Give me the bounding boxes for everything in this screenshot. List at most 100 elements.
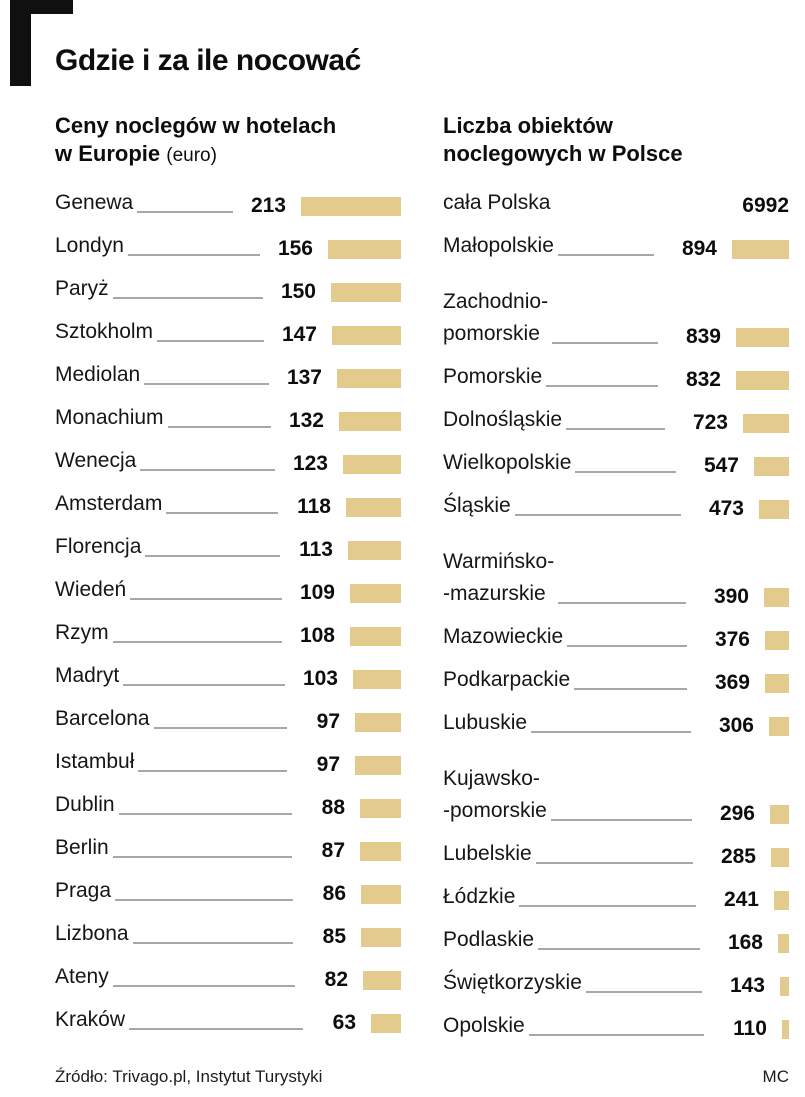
leader-line xyxy=(118,813,292,815)
row-label: Amsterdam xyxy=(55,491,163,515)
leader-line xyxy=(557,254,654,256)
row-value: 109 xyxy=(299,581,335,604)
value-bar xyxy=(337,369,401,388)
value-bar xyxy=(343,455,401,474)
chart-row: Zachodnio- pomorskie 839 xyxy=(443,268,789,356)
leader-line xyxy=(153,727,287,729)
row-value: 547 xyxy=(703,454,739,477)
leader-line xyxy=(585,991,702,993)
chart-europe-title: Ceny noclegów w hotelach w Europie (euro… xyxy=(55,112,401,168)
leader-line xyxy=(112,856,292,858)
row-value: 113 xyxy=(299,538,333,561)
row-value: 110 xyxy=(733,1017,767,1040)
leader-line xyxy=(546,385,658,387)
value-bar xyxy=(770,805,789,824)
row-label: Dublin xyxy=(55,792,115,816)
value-bar xyxy=(736,328,789,347)
chart-row: Opolskie 110 xyxy=(443,1005,789,1048)
value-bar xyxy=(780,977,789,996)
leader-line xyxy=(535,862,693,864)
chart-row: Madryt 103 xyxy=(55,655,401,698)
row-value: 832 xyxy=(685,368,721,391)
value-bar xyxy=(301,197,401,216)
chart-poland-title-text: Liczba obiektów noclegowych w Polsce xyxy=(443,113,683,166)
chart-row: Kraków 63 xyxy=(55,999,401,1042)
value-bar xyxy=(361,885,401,904)
leader-line xyxy=(167,426,271,428)
row-value: 376 xyxy=(714,628,750,651)
leader-line xyxy=(123,684,285,686)
row-value: 123 xyxy=(292,452,328,475)
chart-europe-rows: Genewa 213 Londyn 156 Paryż 150 Sztokholm 147 Me… xyxy=(55,182,401,1042)
chart-poland-accommodations: Liczba obiektów noclegowych w Polsce cał… xyxy=(443,112,789,1048)
row-label: Ateny xyxy=(55,964,109,988)
chart-row: Barcelona 97 xyxy=(55,698,401,741)
leader-line xyxy=(519,905,696,907)
row-label: Paryż xyxy=(55,276,109,300)
leader-line xyxy=(137,211,233,213)
row-label: Rzym xyxy=(55,620,109,644)
value-bar xyxy=(754,457,789,476)
value-bar xyxy=(350,627,401,646)
row-value: 894 xyxy=(681,237,717,260)
row-value: 390 xyxy=(713,585,749,608)
row-value: 369 xyxy=(714,671,750,694)
chart-row: Paryż 150 xyxy=(55,268,401,311)
chart-row: Podlaskie 168 xyxy=(443,919,789,962)
row-value: 150 xyxy=(280,280,316,303)
value-bar xyxy=(350,584,401,603)
value-bar xyxy=(348,541,401,560)
row-value: 87 xyxy=(321,839,345,862)
value-bar xyxy=(769,717,789,736)
row-label: Lizbona xyxy=(55,921,129,945)
row-value: 473 xyxy=(708,497,744,520)
source-note: Źródło: Trivago.pl, Instytut Turystyki xyxy=(55,1067,323,1086)
value-bar xyxy=(332,326,401,345)
row-value: 156 xyxy=(277,237,313,260)
chart-row: Warmińsko- -mazurskie 390 xyxy=(443,528,789,616)
row-label: Opolskie xyxy=(443,1013,525,1037)
chart-row: Lubelskie 285 xyxy=(443,833,789,876)
value-bar xyxy=(771,848,789,867)
value-bar xyxy=(774,891,789,910)
row-label: Dolnośląskie xyxy=(443,407,563,431)
row-label: Mazowieckie xyxy=(443,624,564,648)
value-bar xyxy=(778,934,789,953)
leader-line xyxy=(127,254,260,256)
chart-row: Ateny 82 xyxy=(55,956,401,999)
row-value: 97 xyxy=(316,753,340,776)
row-label: Wielkopolskie xyxy=(443,450,572,474)
leader-line xyxy=(575,471,676,473)
value-bar xyxy=(360,799,401,818)
leader-line xyxy=(112,297,263,299)
row-label: Istambuł xyxy=(55,749,135,773)
row-value: 63 xyxy=(332,1011,356,1034)
chart-row: Mazowieckie 376 xyxy=(443,616,789,659)
leader-line xyxy=(144,383,269,385)
value-bar xyxy=(363,971,401,990)
row-label: Kujawsko- -pomorskie xyxy=(443,767,547,822)
value-bar xyxy=(765,631,789,650)
row-value: 85 xyxy=(322,925,346,948)
row-value: 137 xyxy=(286,366,322,389)
row-label: Małopolskie xyxy=(443,233,554,257)
leader-line xyxy=(550,819,692,821)
footer: Źródło: Trivago.pl, Instytut Turystyki M… xyxy=(55,1067,789,1087)
leader-line xyxy=(140,469,275,471)
row-label: Monachium xyxy=(55,405,164,429)
row-value: 82 xyxy=(324,968,348,991)
chart-poland-rows: cała Polska 6992 Małopolskie 894 Zachodnio- … xyxy=(443,182,789,1048)
row-value: 285 xyxy=(720,845,756,868)
row-value: 108 xyxy=(299,624,335,647)
row-value: 118 xyxy=(297,495,331,518)
leader-line xyxy=(166,512,278,514)
leader-line xyxy=(538,948,700,950)
value-bar xyxy=(360,842,401,861)
value-bar xyxy=(782,1020,789,1039)
leader-line xyxy=(514,514,681,516)
leader-line xyxy=(115,899,293,901)
value-bar xyxy=(759,500,789,519)
row-label: Genewa xyxy=(55,190,134,214)
chart-row: Łódzkie 241 xyxy=(443,876,789,919)
